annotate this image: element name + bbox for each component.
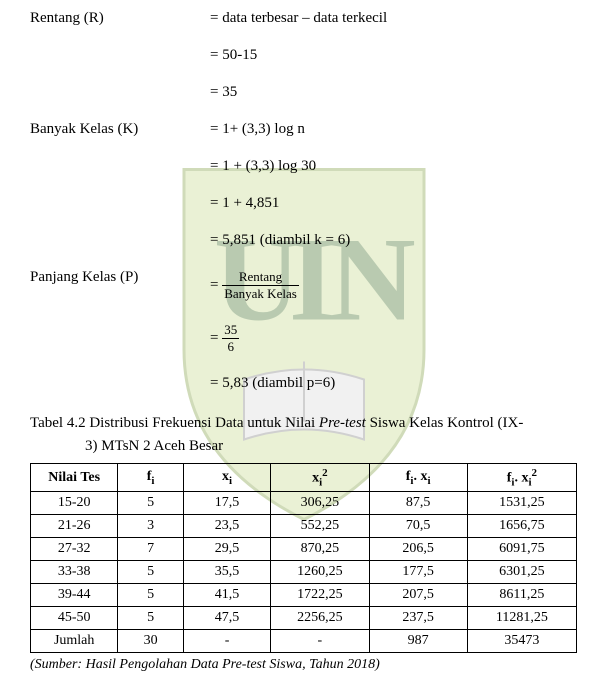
table-cell: 552,25 (271, 515, 369, 538)
table-cell: 23,5 (183, 515, 270, 538)
table-cell: 45-50 (31, 607, 118, 630)
calc-line: = 1 + (3,3) log 30 (210, 158, 577, 175)
col-header-fi: fi (118, 464, 184, 492)
def-panjang-kelas: Panjang Kelas (P) = Rentang Banyak Kelas (30, 269, 577, 302)
table-cell: 5 (118, 607, 184, 630)
def-label: Banyak Kelas (K) (30, 121, 210, 138)
title-italic: Pre-test (319, 415, 366, 431)
table-cell: 177,5 (369, 561, 467, 584)
table-cell: 27-32 (31, 538, 118, 561)
table-cell: 207,5 (369, 584, 467, 607)
table-cell: 306,25 (271, 492, 369, 515)
col-header-xi: xi (183, 464, 270, 492)
fraction: Rentang Banyak Kelas (222, 269, 299, 302)
table-cell: 1260,25 (271, 561, 369, 584)
table-cell: 5 (118, 584, 184, 607)
table-cell: 11281,25 (467, 607, 576, 630)
title-text: Siswa Kelas Kontrol (IX- (366, 415, 523, 431)
table-cell: 5 (118, 561, 184, 584)
table-cell: 206,5 (369, 538, 467, 561)
calc-line: = 5,83 (diambil p=6) (210, 375, 577, 392)
table-row: 33-38535,51260,25177,56301,25 (31, 561, 577, 584)
table-cell: 1722,25 (271, 584, 369, 607)
fraction-numerator: 35 (222, 322, 239, 339)
source-citation: (Sumber: Hasil Pengolahan Data Pre-test … (30, 657, 577, 673)
equals-sign: = (210, 330, 218, 346)
table-cell: 5 (118, 492, 184, 515)
table-cell: 87,5 (369, 492, 467, 515)
calc-line: = 1 + 4,851 (210, 195, 577, 212)
col-header-xi2: xi2 (271, 464, 369, 492)
table-cell: 29,5 (183, 538, 270, 561)
table-row: 45-50547,52256,25237,511281,25 (31, 607, 577, 630)
def-banyak-kelas: Banyak Kelas (K) = 1+ (3,3) log n (30, 121, 577, 138)
table-cell: 47,5 (183, 607, 270, 630)
table-row: 39-44541,51722,25207,58611,25 (31, 584, 577, 607)
table-row: 21-26323,5552,2570,51656,75 (31, 515, 577, 538)
table-cell: - (271, 630, 369, 653)
table-cell: 15-20 (31, 492, 118, 515)
table-cell: 7 (118, 538, 184, 561)
calc-line: = 35 (210, 84, 577, 101)
table-cell: 70,5 (369, 515, 467, 538)
table-cell: 6301,25 (467, 561, 576, 584)
def-value: = data terbesar – data terkecil (210, 10, 577, 27)
table-header-row: Nilai Tes fi xi xi2 fi. xi fi. xi2 (31, 464, 577, 492)
calc-line: = 5,851 (diambil k = 6) (210, 232, 577, 249)
table-cell: 35,5 (183, 561, 270, 584)
title-text: Tabel 4.2 Distribusi Frekuensi Data untu… (30, 415, 319, 431)
table-cell: 39-44 (31, 584, 118, 607)
equals-sign: = (210, 277, 218, 293)
table-title: Tabel 4.2 Distribusi Frekuensi Data untu… (30, 412, 577, 457)
fraction-numerator: Rentang (222, 269, 299, 286)
def-value: = Rentang Banyak Kelas (210, 269, 577, 302)
calc-line: = 35 6 (210, 322, 577, 355)
table-cell: 17,5 (183, 492, 270, 515)
table-cell: 2256,25 (271, 607, 369, 630)
fraction-denominator: 6 (222, 339, 239, 355)
document-content: Rentang (R) = data terbesar – data terke… (30, 10, 577, 673)
table-cell: 3 (118, 515, 184, 538)
table-cell: 8611,25 (467, 584, 576, 607)
def-label: Rentang (R) (30, 10, 210, 27)
def-value: = 1+ (3,3) log n (210, 121, 577, 138)
table-cell: 987 (369, 630, 467, 653)
col-header-nilai: Nilai Tes (31, 464, 118, 492)
table-total-row: Jumlah30--98735473 (31, 630, 577, 653)
def-label: Panjang Kelas (P) (30, 269, 210, 302)
table-cell: 30 (118, 630, 184, 653)
table-row: 15-20517,5306,2587,51531,25 (31, 492, 577, 515)
table-cell: - (183, 630, 270, 653)
fraction-denominator: Banyak Kelas (222, 286, 299, 302)
frequency-table: Nilai Tes fi xi xi2 fi. xi fi. xi2 15-20… (30, 463, 577, 653)
table-cell: 33-38 (31, 561, 118, 584)
calc-line: = 50-15 (210, 47, 577, 64)
def-rentang: Rentang (R) = data terbesar – data terke… (30, 10, 577, 27)
table-cell: Jumlah (31, 630, 118, 653)
table-cell: 1656,75 (467, 515, 576, 538)
table-cell: 1531,25 (467, 492, 576, 515)
col-header-fixi2: fi. xi2 (467, 464, 576, 492)
table-cell: 237,5 (369, 607, 467, 630)
table-row: 27-32729,5870,25206,56091,75 (31, 538, 577, 561)
fraction: 35 6 (222, 322, 239, 355)
table-cell: 21-26 (31, 515, 118, 538)
title-text: 3) MTsN 2 Aceh Besar (30, 438, 223, 454)
table-cell: 41,5 (183, 584, 270, 607)
table-cell: 870,25 (271, 538, 369, 561)
col-header-fixi: fi. xi (369, 464, 467, 492)
table-cell: 35473 (467, 630, 576, 653)
table-cell: 6091,75 (467, 538, 576, 561)
